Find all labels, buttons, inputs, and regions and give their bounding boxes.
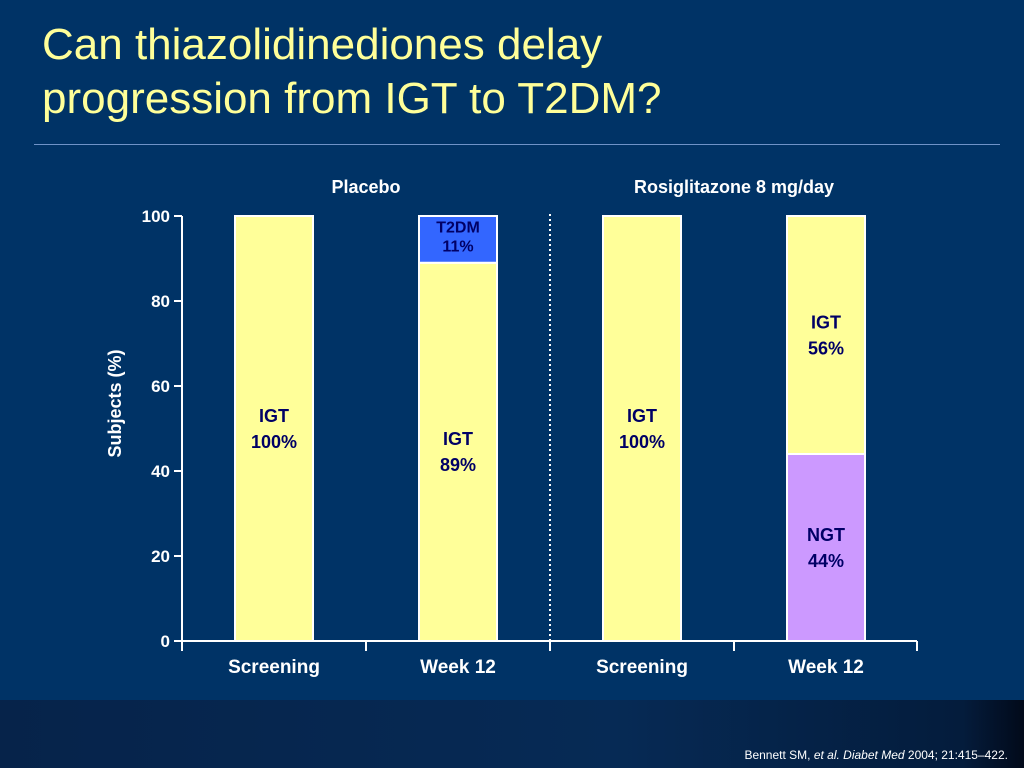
slide-title-line-1: Can thiazolidinediones delay [42, 20, 603, 69]
bar-label-name: NGT [807, 525, 845, 545]
group-label: Placebo [331, 177, 400, 197]
bar-segment-igt [234, 215, 314, 642]
y-tick-label: 60 [151, 377, 170, 396]
x-tick-label: Week 12 [788, 657, 864, 678]
y-tick-label: 100 [142, 207, 170, 226]
y-tick-label: 20 [151, 547, 170, 566]
footer-band [0, 700, 1024, 768]
x-tick-label: Week 12 [420, 657, 496, 678]
bar-segment-ngt [786, 453, 866, 642]
bar-segment-igt [602, 215, 682, 642]
bar-label-value: 11% [442, 238, 473, 255]
y-axis-title: Subjects (%) [105, 349, 125, 457]
citation-authors: Bennett SM, [744, 748, 814, 762]
x-tick-label: Screening [596, 657, 688, 678]
citation: Bennett SM, et al. Diabet Med 2004; 21:4… [744, 748, 1008, 762]
title-divider [34, 144, 1000, 145]
citation-details: 2004; 21:415–422. [907, 748, 1008, 762]
bar-label-value: 56% [808, 338, 844, 358]
bar-label-name: IGT [627, 406, 657, 426]
bar-segment-igt [418, 261, 498, 642]
slide-title: Can thiazolidinediones delay progression… [42, 18, 661, 126]
slide-title-line-2: progression from IGT to T2DM? [42, 74, 662, 123]
y-tick-label: 0 [161, 632, 170, 651]
x-tick-label: Screening [228, 657, 320, 678]
bar-label-name: T2DM [436, 219, 480, 236]
citation-journal: Diabet Med [843, 748, 905, 762]
group-label: Rosiglitazone 8 mg/day [634, 177, 834, 197]
y-tick-label: 40 [151, 462, 170, 481]
stacked-bar-chart: 0 20 40 60 80 100 Subjects (%) Placebo Rosiglita… [105, 177, 918, 678]
bar-label-value: 100% [619, 432, 665, 452]
bar-label-name: IGT [443, 429, 473, 449]
bar-segment-igt [786, 215, 866, 455]
citation-etal: et al. [813, 748, 840, 762]
bar-label-value: 44% [808, 551, 844, 571]
y-tick-label: 80 [151, 292, 170, 311]
bar-label-value: 89% [440, 455, 476, 475]
bar-label-name: IGT [259, 406, 289, 426]
bar-segment-t2dm [418, 215, 498, 264]
bar-label-name: IGT [811, 312, 841, 332]
bar-label-value: 100% [251, 432, 297, 452]
